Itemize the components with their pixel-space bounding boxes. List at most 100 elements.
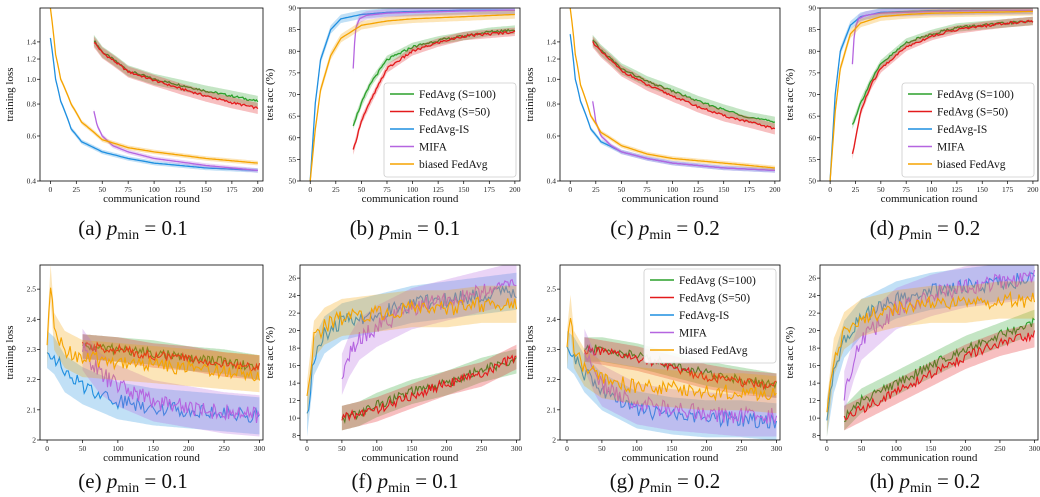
series-line-b-1 xyxy=(352,30,516,150)
y-tick-label: 10 xyxy=(289,414,297,423)
series-line-e-2 xyxy=(46,352,260,423)
y-tick-label: 65 xyxy=(289,112,297,121)
panel-d: 0 25 50 75 100 125 150 175 200 50 55 60 65 70 75 80 85 90… xyxy=(784,4,1039,206)
x-tick-label: 200 xyxy=(441,444,453,453)
y-tick-label: 2.1 xyxy=(547,405,557,414)
series-line-a-2 xyxy=(49,37,258,172)
x-tick-label: 75 xyxy=(902,185,910,194)
y-tick-label: 75 xyxy=(289,68,297,77)
panel-caption: (h) pmin = 0.2 xyxy=(870,469,981,496)
panel-caption: (f) pmin = 0.1 xyxy=(351,469,458,496)
x-tick-label: 200 xyxy=(252,185,264,194)
series-line-c-1 xyxy=(592,41,776,130)
legend-entry: FedAvg (S=50) xyxy=(419,107,490,119)
legend: FedAvg (S=100) FedAvg (S=50) FedAvg-IS MIFA… xyxy=(383,82,517,178)
series-line-g-0 xyxy=(584,344,778,391)
legend-entry: biased FedAvg xyxy=(679,345,748,357)
x-tick-label: 50 xyxy=(858,444,866,453)
axes-frame xyxy=(39,7,264,182)
x-tick-label: 125 xyxy=(951,185,963,194)
x-tick-label: 200 xyxy=(183,444,195,453)
x-tick-label: 75 xyxy=(643,185,651,194)
x-tick-label: 150 xyxy=(925,444,937,453)
x-tick-label: 0 xyxy=(305,444,309,453)
y-tick-label: 12 xyxy=(809,396,817,405)
x-tick-label: 300 xyxy=(511,444,523,453)
series-line-e-4 xyxy=(46,287,261,382)
x-tick-label: 200 xyxy=(1027,185,1039,194)
y-axis-label: training loss xyxy=(4,325,16,379)
y-tick-label: 70 xyxy=(289,90,297,99)
band-h-4 xyxy=(826,281,1035,437)
y-axis-label: test acc (%) xyxy=(264,326,276,378)
x-tick-label: 25 xyxy=(73,185,81,194)
x-tick-label: 100 xyxy=(926,185,938,194)
band-g-4 xyxy=(567,294,777,414)
legend-entry: FedAvg (S=100) xyxy=(419,89,496,101)
series-line-g-4 xyxy=(566,317,777,402)
band-c-0 xyxy=(592,34,775,128)
legend-entry: MIFA xyxy=(679,328,708,340)
series-line-h-1 xyxy=(843,330,1036,421)
x-tick-label: 50 xyxy=(877,185,885,194)
panel-g: 0 50 100 150 200 250 300 2 2.1 2.2 2.3 2.4 2.5 commun… xyxy=(524,264,783,464)
series-line-c-4 xyxy=(569,8,775,169)
y-tick-label: 85 xyxy=(809,25,817,34)
series-line-f-0 xyxy=(341,357,517,425)
x-tick-label: 100 xyxy=(112,444,124,453)
series-line-a-4 xyxy=(49,8,258,164)
x-tick-label: 50 xyxy=(358,185,366,194)
legend-entry: biased FedAvg xyxy=(937,159,1006,171)
x-tick-label: 125 xyxy=(174,185,186,194)
y-axis-label: training loss xyxy=(524,325,536,379)
y-tick-label: 14 xyxy=(289,379,297,388)
y-tick-label: 55 xyxy=(809,155,817,164)
x-tick-label: 125 xyxy=(693,185,705,194)
y-axis-label: test acc (%) xyxy=(264,68,276,120)
y-tick-label: 0.8 xyxy=(27,100,37,109)
y-tick-label: 8 xyxy=(292,431,296,440)
y-tick-label: 22 xyxy=(809,309,817,318)
band-a-3 xyxy=(93,109,258,173)
x-tick-label: 0 xyxy=(45,444,49,453)
x-tick-label: 150 xyxy=(200,185,212,194)
x-tick-label: 100 xyxy=(891,444,903,453)
series-line-c-0 xyxy=(592,39,776,123)
y-tick-label: 60 xyxy=(809,133,817,142)
panel-h: 0 50 100 150 200 250 300 8 10 12 14 16 18 20 22 24 26 com… xyxy=(784,264,1040,464)
x-tick-label: 200 xyxy=(769,185,781,194)
panel-e: 0 50 100 150 200 250 300 2 2.1 2.2 2.3 2.4 2.5 commun… xyxy=(4,264,266,464)
series-line-g-3 xyxy=(583,352,778,425)
legend-entry: FedAvg-IS xyxy=(937,124,987,136)
band-h-2 xyxy=(826,265,1035,437)
x-axis-label: communication round xyxy=(622,452,719,464)
series-line-e-3 xyxy=(81,342,261,423)
y-tick-label: 0.6 xyxy=(547,131,557,140)
x-tick-label: 250 xyxy=(476,444,488,453)
y-tick-label: 70 xyxy=(809,90,817,99)
x-tick-label: 150 xyxy=(666,444,678,453)
legend-entry: biased FedAvg xyxy=(419,159,488,171)
y-tick-label: 90 xyxy=(809,4,817,13)
series-line-h-0 xyxy=(844,317,1035,423)
x-tick-label: 100 xyxy=(667,185,679,194)
y-tick-label: 80 xyxy=(289,47,297,56)
x-tick-label: 300 xyxy=(771,444,783,453)
band-g-0 xyxy=(584,337,777,398)
series-line-a-1 xyxy=(93,41,259,110)
panel-f: 0 50 100 150 200 250 300 8 10 12 14 16 18 20 22 24 26 com… xyxy=(264,264,523,464)
x-tick-label: 0 xyxy=(48,185,52,194)
legend-entry: FedAvg (S=50) xyxy=(937,107,1008,119)
panel-caption: (d) pmin = 0.2 xyxy=(870,216,981,243)
axes-frame xyxy=(819,264,1039,441)
x-tick-label: 50 xyxy=(338,444,346,453)
x-axis-label: communication round xyxy=(622,193,719,205)
y-tick-label: 85 xyxy=(289,25,297,34)
y-tick-label: 90 xyxy=(289,4,297,13)
band-f-4 xyxy=(307,285,517,420)
x-tick-label: 150 xyxy=(148,444,160,453)
y-tick-label: 20 xyxy=(289,326,297,335)
x-tick-label: 300 xyxy=(254,444,266,453)
band-f-3 xyxy=(341,265,517,395)
x-tick-label: 75 xyxy=(124,185,132,194)
